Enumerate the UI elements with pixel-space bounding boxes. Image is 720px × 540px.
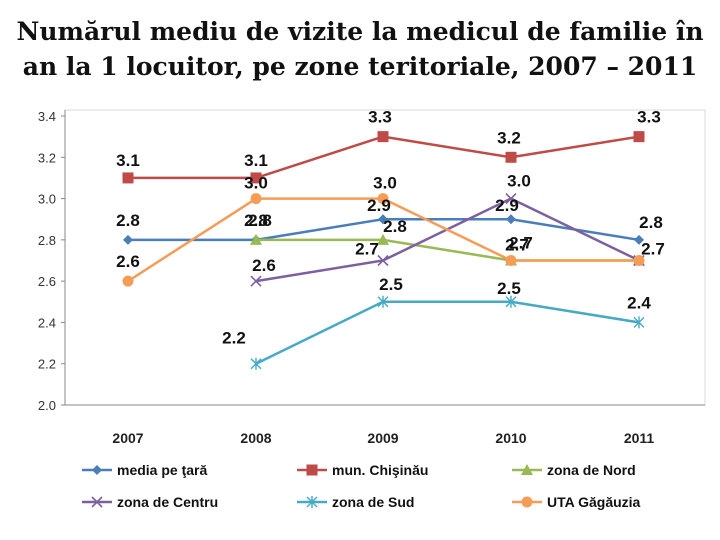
y-tick-label: 2.8 bbox=[38, 233, 56, 248]
x-tick-label: 2008 bbox=[240, 430, 271, 446]
legend-marker-zona-de-sud bbox=[306, 496, 318, 508]
x-tick-label: 2011 bbox=[624, 430, 655, 446]
legend-label-zona-de-nord: zona de Nord bbox=[547, 462, 636, 478]
data-label-zona-de-sud: 2.2 bbox=[222, 329, 246, 348]
legend-marker-zona-de-centru bbox=[91, 496, 103, 508]
legend-label-zona-de-sud: zona de Sud bbox=[332, 494, 414, 510]
data-point-zona-de-centru bbox=[377, 254, 389, 267]
data-point-mun-chis-ina-u bbox=[122, 172, 134, 184]
data-point-uta-ga-ga-uzia bbox=[377, 193, 389, 205]
data-point-zona-de-centru bbox=[505, 193, 517, 205]
data-label-zona-de-sud: 2.4 bbox=[627, 293, 651, 312]
data-label-uta-ga-ga-uzia: 2.6 bbox=[116, 252, 140, 271]
legend-label-uta-ga-ga-uzia: UTA Găgăuzia bbox=[547, 494, 641, 510]
data-label-uta-ga-ga-uzia: 3.0 bbox=[244, 174, 268, 193]
data-point-media-pe-t-ara bbox=[634, 234, 644, 245]
data-label-media-pe-t-ara: 2.9 bbox=[367, 196, 391, 215]
data-label-zona-de-centru: 2.7 bbox=[641, 240, 665, 259]
x-tick-label: 2007 bbox=[112, 430, 143, 446]
data-point-media-pe-t-ara bbox=[378, 214, 388, 225]
legend-marker-mun-chis-ina-u bbox=[306, 464, 318, 476]
y-tick-label: 2.6 bbox=[38, 274, 56, 289]
x-tick-label: 2010 bbox=[495, 430, 526, 446]
data-point-zona-de-sud bbox=[505, 295, 517, 308]
data-point-mun-chis-ina-u bbox=[633, 131, 645, 143]
data-point-uta-ga-ga-uzia bbox=[122, 275, 134, 287]
data-label-mun-chis-ina-u: 3.3 bbox=[368, 108, 392, 127]
chart-title: Numărul mediu de vizite la medicul de fa… bbox=[0, 14, 720, 84]
data-label-media-pe-t-ara: 2.8 bbox=[639, 213, 663, 232]
data-label-mun-chis-ina-u: 3.1 bbox=[244, 151, 268, 170]
data-label-zona-de-sud: 2.5 bbox=[497, 279, 521, 298]
y-tick-label: 3.4 bbox=[38, 109, 56, 124]
data-point-zona-de-nord bbox=[250, 233, 262, 245]
y-tick-label: 2.0 bbox=[38, 398, 56, 413]
data-label-mun-chis-ina-u: 3.2 bbox=[497, 128, 521, 147]
legend-marker-uta-ga-ga-uzia bbox=[521, 496, 533, 508]
data-label-zona-de-centru: 2.6 bbox=[252, 256, 276, 275]
data-point-zona-de-sud bbox=[250, 357, 262, 370]
data-point-zona-de-centru bbox=[250, 275, 262, 287]
data-point-zona-de-nord bbox=[377, 233, 389, 245]
data-point-media-pe-t-ara bbox=[123, 234, 133, 245]
data-label-zona-de-centru: 2.7 bbox=[355, 240, 379, 259]
data-point-mun-chis-ina-u bbox=[505, 151, 517, 163]
legend-label-media-pe-t-ara: media pe ţară bbox=[117, 462, 207, 478]
series-line-mun-chis-ina-u bbox=[128, 135, 640, 180]
data-label-uta-ga-ga-uzia: 3.0 bbox=[373, 174, 397, 193]
chart-title-line1: Numărul mediu de vizite la medicul de fa… bbox=[16, 17, 704, 46]
data-label-zona-de-sud: 2.5 bbox=[379, 275, 403, 294]
y-tick-label: 2.4 bbox=[38, 315, 56, 330]
data-label-media-pe-t-ara: 2.9 bbox=[495, 196, 519, 215]
data-label-uta-ga-ga-uzia: 2.7 bbox=[509, 234, 533, 253]
data-point-zona-de-sud bbox=[377, 295, 389, 308]
series-line-zona-de-sud bbox=[255, 300, 640, 365]
x-tick-label: 2009 bbox=[367, 430, 398, 446]
data-point-media-pe-t-ara bbox=[506, 214, 516, 225]
data-label-media-pe-t-ara: 2.8 bbox=[116, 211, 140, 230]
data-label-zona-de-nord: 2.7 bbox=[505, 236, 529, 255]
data-label-zona-de-centru: 3.0 bbox=[507, 172, 531, 191]
legend-marker-zona-de-nord bbox=[521, 464, 533, 475]
data-point-uta-ga-ga-uzia bbox=[633, 255, 645, 266]
data-point-mun-chis-ina-u bbox=[377, 131, 389, 143]
y-tick-label: 2.2 bbox=[38, 357, 56, 372]
data-point-uta-ga-ga-uzia bbox=[250, 193, 262, 205]
data-point-zona-de-sud bbox=[633, 316, 645, 329]
legend-label-zona-de-centru: zona de Centru bbox=[117, 494, 218, 510]
series-line-zona-de-nord bbox=[256, 238, 639, 262]
data-point-mun-chis-ina-u bbox=[250, 172, 262, 184]
y-tick-label: 3.0 bbox=[38, 192, 56, 207]
legend-label-mun-chis-ina-u: mun. Chişinău bbox=[332, 462, 428, 478]
data-label-mun-chis-ina-u: 3.3 bbox=[637, 108, 661, 127]
legend-marker-media-pe-t-ara bbox=[92, 465, 102, 475]
data-label-mun-chis-ina-u: 3.1 bbox=[116, 151, 140, 170]
data-label-zona-de-nord: 2.8 bbox=[383, 217, 407, 236]
data-label-media-pe-t-ara: 2.8 bbox=[244, 211, 268, 230]
chart-title-line2: an la 1 locuitor, pe zone teritoriale, 2… bbox=[22, 52, 698, 81]
data-point-uta-ga-ga-uzia bbox=[505, 255, 517, 266]
y-tick-label: 3.2 bbox=[38, 150, 56, 165]
data-label-zona-de-nord: 2.8 bbox=[248, 211, 272, 230]
